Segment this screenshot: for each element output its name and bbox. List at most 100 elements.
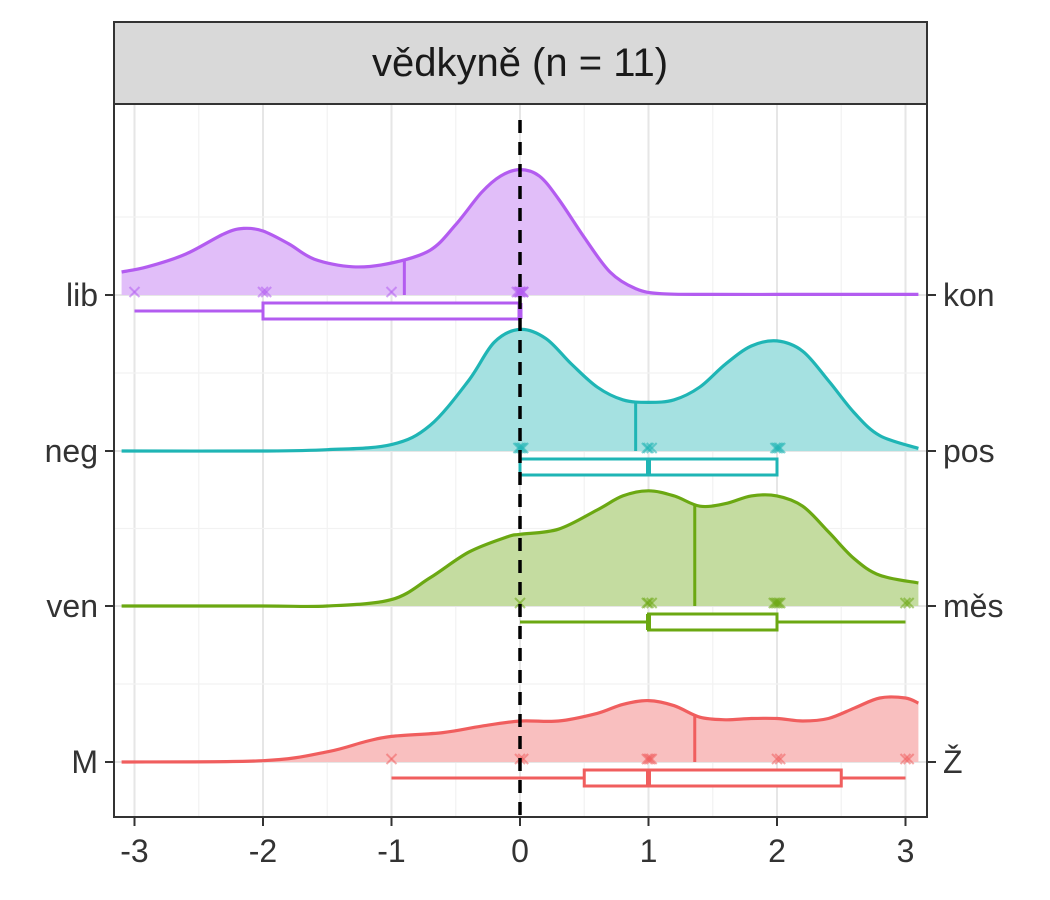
data-point-stroke: [642, 753, 655, 765]
density-curve: [121, 695, 920, 764]
data-point: [772, 597, 785, 609]
y-label-left: lib: [66, 277, 98, 313]
data-point-stroke: [257, 286, 269, 298]
data-point: [645, 597, 658, 609]
y-label-right: měs: [943, 588, 1003, 624]
x-tick-label: 2: [768, 833, 786, 869]
data-point: [772, 442, 785, 454]
y-label-left: neg: [45, 433, 98, 469]
data-point: [642, 597, 655, 609]
data-point: [644, 753, 656, 765]
y-label-left: ven: [46, 588, 98, 624]
data-point: [771, 597, 783, 609]
data-point-stroke: [771, 753, 783, 765]
y-label-right: Ž: [943, 744, 963, 780]
data-point: [771, 442, 783, 454]
data-point-stroke: [902, 753, 915, 765]
data-point-stroke: [515, 286, 528, 298]
data-point-stroke: [769, 597, 782, 609]
data-point-stroke: [768, 597, 780, 609]
data-point: [641, 442, 653, 454]
boxplot: [518, 457, 779, 477]
data-point: [899, 597, 912, 609]
data-point: [641, 753, 653, 765]
y-label-right: pos: [943, 433, 995, 469]
data-point: [385, 753, 398, 765]
data-point-stroke: [644, 753, 656, 765]
data-point: [645, 442, 658, 454]
data-point-stroke: [641, 597, 653, 609]
data-point: [899, 753, 912, 765]
data-point: [128, 286, 141, 298]
boxplot: [134, 301, 523, 321]
ridge-M-Ž: [121, 695, 920, 788]
data-point-stroke: [774, 442, 786, 454]
data-point: [385, 286, 398, 298]
data-point: [514, 442, 526, 454]
box-iqr: [647, 612, 779, 632]
data-point: [517, 286, 529, 298]
y-label-right: kon: [943, 277, 995, 313]
data-point-stroke: [128, 286, 141, 298]
data-points: [385, 753, 915, 765]
boxplot: [520, 612, 906, 632]
data-point-stroke: [645, 597, 658, 609]
data-point-stroke: [645, 442, 658, 454]
data-point: [768, 597, 780, 609]
data-point-stroke: [641, 753, 653, 765]
data-point-stroke: [772, 442, 785, 454]
data-points: [128, 286, 529, 298]
y-label-left: M: [71, 744, 98, 780]
data-point: [260, 286, 272, 298]
data-point-stroke: [512, 442, 525, 454]
box-iqr: [582, 768, 843, 788]
data-point: [641, 597, 653, 609]
data-point-stroke: [899, 597, 912, 609]
data-point-stroke: [642, 442, 655, 454]
data-point: [645, 753, 658, 765]
x-tick-label: -1: [377, 833, 405, 869]
data-point-stroke: [899, 753, 912, 765]
data-point-stroke: [641, 442, 653, 454]
density-curve: [121, 327, 919, 453]
data-point: [514, 286, 526, 298]
density-curve: [121, 167, 919, 297]
x-tick-label: 1: [640, 833, 658, 869]
density-fill: [121, 697, 919, 762]
data-point-stroke: [512, 286, 525, 298]
data-point-stroke: [902, 597, 915, 609]
data-point: [771, 753, 783, 765]
axes: -3 -2 -1 0 1 2 3 lib kon neg pos ven měs M Ž: [45, 277, 1004, 869]
data-point: [769, 442, 782, 454]
data-point-stroke: [385, 286, 398, 298]
data-point-stroke: [769, 442, 782, 454]
data-point: [515, 286, 528, 298]
x-tick-label: 0: [511, 833, 529, 869]
x-tick-label: -3: [120, 833, 148, 869]
data-point: [257, 286, 269, 298]
data-point-stroke: [514, 597, 526, 609]
data-points: [512, 442, 786, 454]
boxplot: [391, 768, 906, 788]
data-point: [769, 597, 782, 609]
x-tick-label: 3: [897, 833, 915, 869]
density-curve: [121, 489, 919, 609]
data-point: [902, 597, 915, 609]
data-point-stroke: [514, 286, 526, 298]
facet-strip: [113, 21, 928, 105]
data-point-stroke: [385, 753, 398, 765]
data-point: [514, 597, 526, 609]
data-point-stroke: [517, 286, 529, 298]
data-point-stroke: [645, 753, 658, 765]
data-point-stroke: [642, 597, 655, 609]
data-point-stroke: [260, 286, 272, 298]
data-point: [902, 753, 915, 765]
data-point: [774, 442, 786, 454]
chart-title: vědkyně (n = 11): [372, 41, 668, 85]
data-point-stroke: [772, 597, 785, 609]
x-tick-label: -2: [249, 833, 277, 869]
data-point: [642, 442, 655, 454]
data-point-stroke: [514, 442, 526, 454]
data-point-stroke: [771, 597, 783, 609]
